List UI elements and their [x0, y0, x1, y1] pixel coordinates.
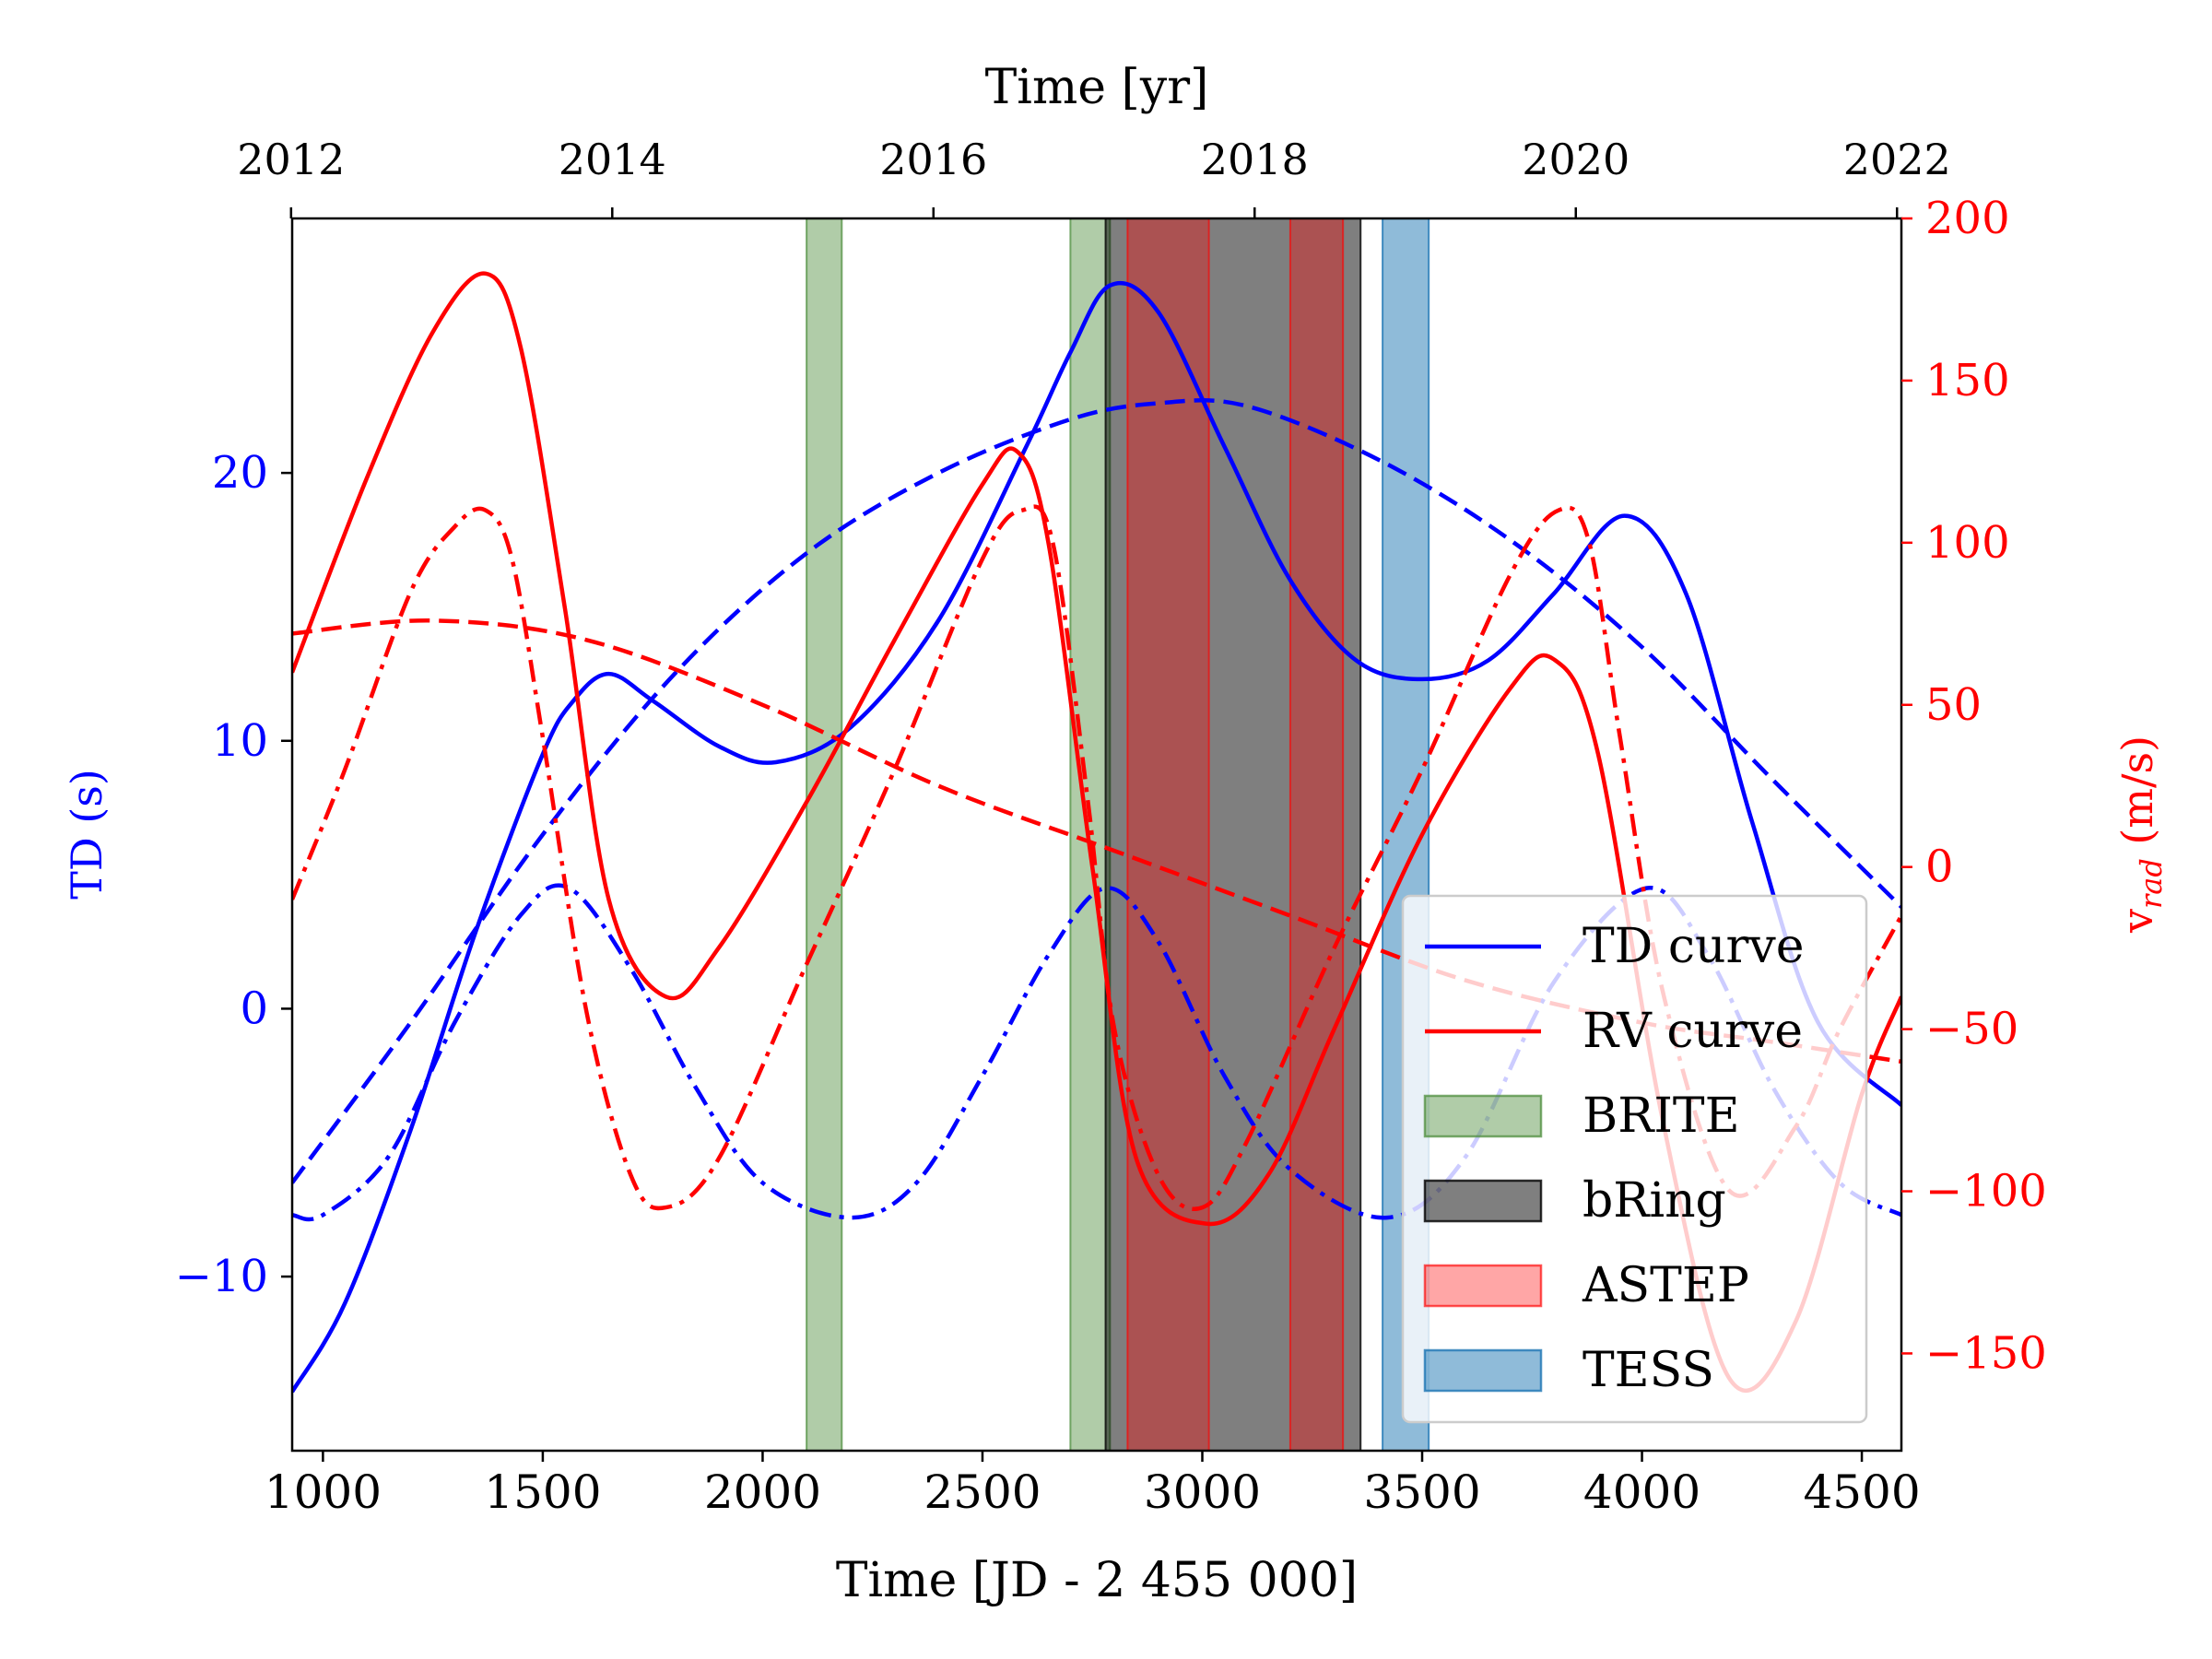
legend-label-2: BRITE [1583, 1088, 1740, 1144]
span-astep-3 [1126, 218, 1210, 1451]
x-tick-label: 4000 [1583, 1465, 1700, 1519]
top-x-tick-label: 2022 [1843, 135, 1951, 184]
x-tick-label: 1500 [484, 1465, 601, 1519]
instrument-spans [806, 218, 1430, 1451]
left-y-tick-label: 20 [212, 447, 268, 499]
right-y-tick-label: −50 [1925, 1004, 2018, 1055]
x-tick-label: 2000 [704, 1465, 821, 1519]
legend-label-4: ASTEP [1582, 1258, 1749, 1313]
legend-swatch-4 [1423, 1264, 1543, 1308]
right-y-axis-label: vrad (m/s) [2112, 735, 2169, 934]
top-x-axis-label: Time [yr] [985, 60, 1209, 115]
right-y-axis-label-main: v [2112, 909, 2162, 934]
rv-curve-dashdot-5 [292, 504, 1901, 1212]
legend-swatch-3 [1423, 1179, 1543, 1223]
x-axis-label: Time [JD - 2 455 000] [836, 1553, 1358, 1608]
right-y-tick-label: 0 [1925, 841, 1954, 893]
top-x-tick-label: 2016 [879, 135, 987, 184]
x-tick-label: 3500 [1363, 1465, 1480, 1519]
left-y-tick-label: −10 [175, 1251, 268, 1302]
right-y-tick-label: 200 [1925, 193, 2010, 244]
legend-label-1: RV curve [1583, 1004, 1803, 1059]
legend-label-5: TESS [1583, 1343, 1714, 1398]
right-y-tick-label: −150 [1925, 1327, 2047, 1379]
top-x-tick-label: 2012 [237, 135, 345, 184]
right-y-tick-label: −100 [1925, 1166, 2047, 1218]
top-x-tick-label: 2020 [1522, 135, 1630, 184]
top-x-tick-label: 2018 [1201, 135, 1309, 184]
x-tick-label: 1000 [265, 1465, 382, 1519]
legend-label-3: bRing [1583, 1173, 1726, 1229]
x-tick-label: 3000 [1144, 1465, 1261, 1519]
x-tick-label: 4500 [1803, 1465, 1920, 1519]
right-y-tick-label: 50 [1925, 679, 1982, 731]
right-y-tick-label: 100 [1925, 517, 2010, 569]
x-tick-label: 2500 [924, 1465, 1041, 1519]
td-curve-dashdot-2 [292, 883, 1901, 1222]
top-x-tick-label: 2014 [559, 135, 666, 184]
left-y-axis-label: TD (s) [62, 769, 112, 900]
legend-label-0: TD curve [1583, 919, 1805, 974]
td-curve-dashed-1 [292, 398, 1901, 1184]
legend-swatch-5 [1423, 1348, 1543, 1393]
legend-swatch-2 [1423, 1094, 1543, 1138]
plot-frame [290, 217, 1903, 1453]
right-y-axis-label-subscript: rad [2134, 858, 2169, 909]
legend: TD curve RV curve BRITE bRing ASTEP TESS [1401, 894, 1868, 1424]
legend-box [1401, 894, 1868, 1424]
td-curve-solid-0 [292, 280, 1901, 1394]
left-y-tick-label: 10 [212, 715, 268, 767]
span-brite-0 [806, 218, 843, 1451]
right-y-tick-label: 150 [1925, 355, 2010, 406]
span-astep-4 [1288, 218, 1345, 1451]
left-y-tick-label: 0 [240, 982, 268, 1034]
span-bring-2 [1104, 218, 1362, 1451]
right-y-axis-label-unit: (m/s) [2112, 735, 2162, 858]
